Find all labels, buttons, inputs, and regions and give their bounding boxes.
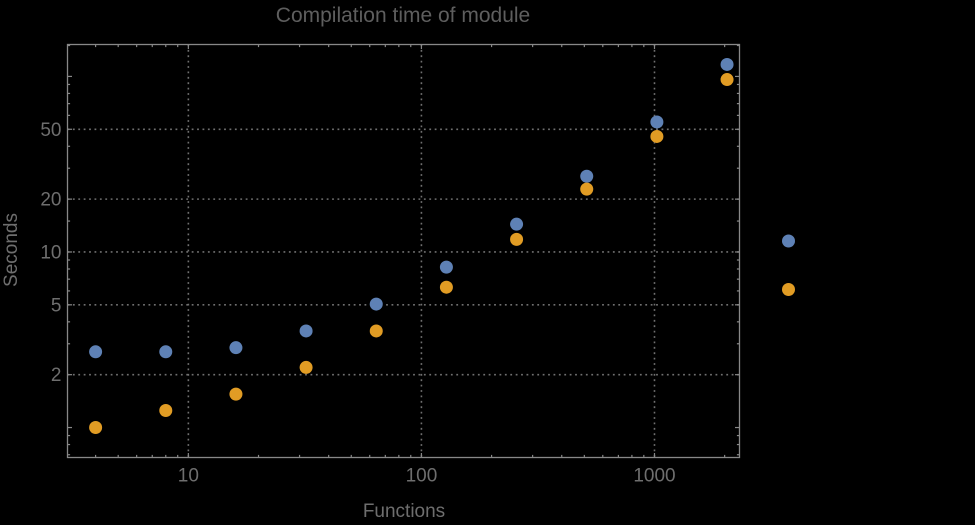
y-tick-label-2: 2 xyxy=(51,365,62,386)
data-point-series-orange-x32 xyxy=(299,360,313,374)
data-point-series-blue-x128 xyxy=(439,260,453,274)
data-point-series-orange-x8 xyxy=(159,404,173,418)
x-tick-label-10: 10 xyxy=(178,466,199,487)
plot-frame xyxy=(66,43,741,459)
data-point-series-blue-x16 xyxy=(229,341,243,355)
data-point-series-orange-x512 xyxy=(580,182,594,196)
data-point-series-blue-x64 xyxy=(369,297,383,311)
x-axis-label: Functions xyxy=(362,501,446,522)
data-point-series-blue-x512 xyxy=(580,169,594,183)
x-tick-label-100: 100 xyxy=(406,466,438,487)
legend-marker-series-orange xyxy=(782,283,795,296)
x-tick-label-1000: 1000 xyxy=(633,466,675,487)
data-point-series-orange-x16 xyxy=(229,387,243,401)
data-point-series-orange-x1024 xyxy=(650,129,664,143)
chart-title: Compilation time of module xyxy=(275,4,531,27)
y-tick-label-20: 20 xyxy=(40,190,61,211)
y-tick-label-50: 50 xyxy=(40,120,61,141)
data-point-series-blue-x32 xyxy=(299,324,313,338)
y-tick-label-10: 10 xyxy=(40,242,61,263)
legend-marker-series-blue xyxy=(782,234,795,248)
data-point-series-blue-x8 xyxy=(159,345,173,359)
data-point-series-blue-x4 xyxy=(89,345,103,359)
data-point-series-blue-x1024 xyxy=(650,115,664,129)
data-point-series-orange-x128 xyxy=(439,280,453,294)
data-point-series-orange-x4 xyxy=(89,421,103,435)
data-point-series-orange-x256 xyxy=(510,232,524,246)
data-point-series-blue-x2048 xyxy=(720,57,734,71)
y-tick-label-5: 5 xyxy=(51,295,62,316)
data-point-series-blue-x256 xyxy=(510,217,524,231)
data-point-series-orange-x64 xyxy=(369,324,383,338)
data-point-series-orange-x2048 xyxy=(720,73,734,87)
